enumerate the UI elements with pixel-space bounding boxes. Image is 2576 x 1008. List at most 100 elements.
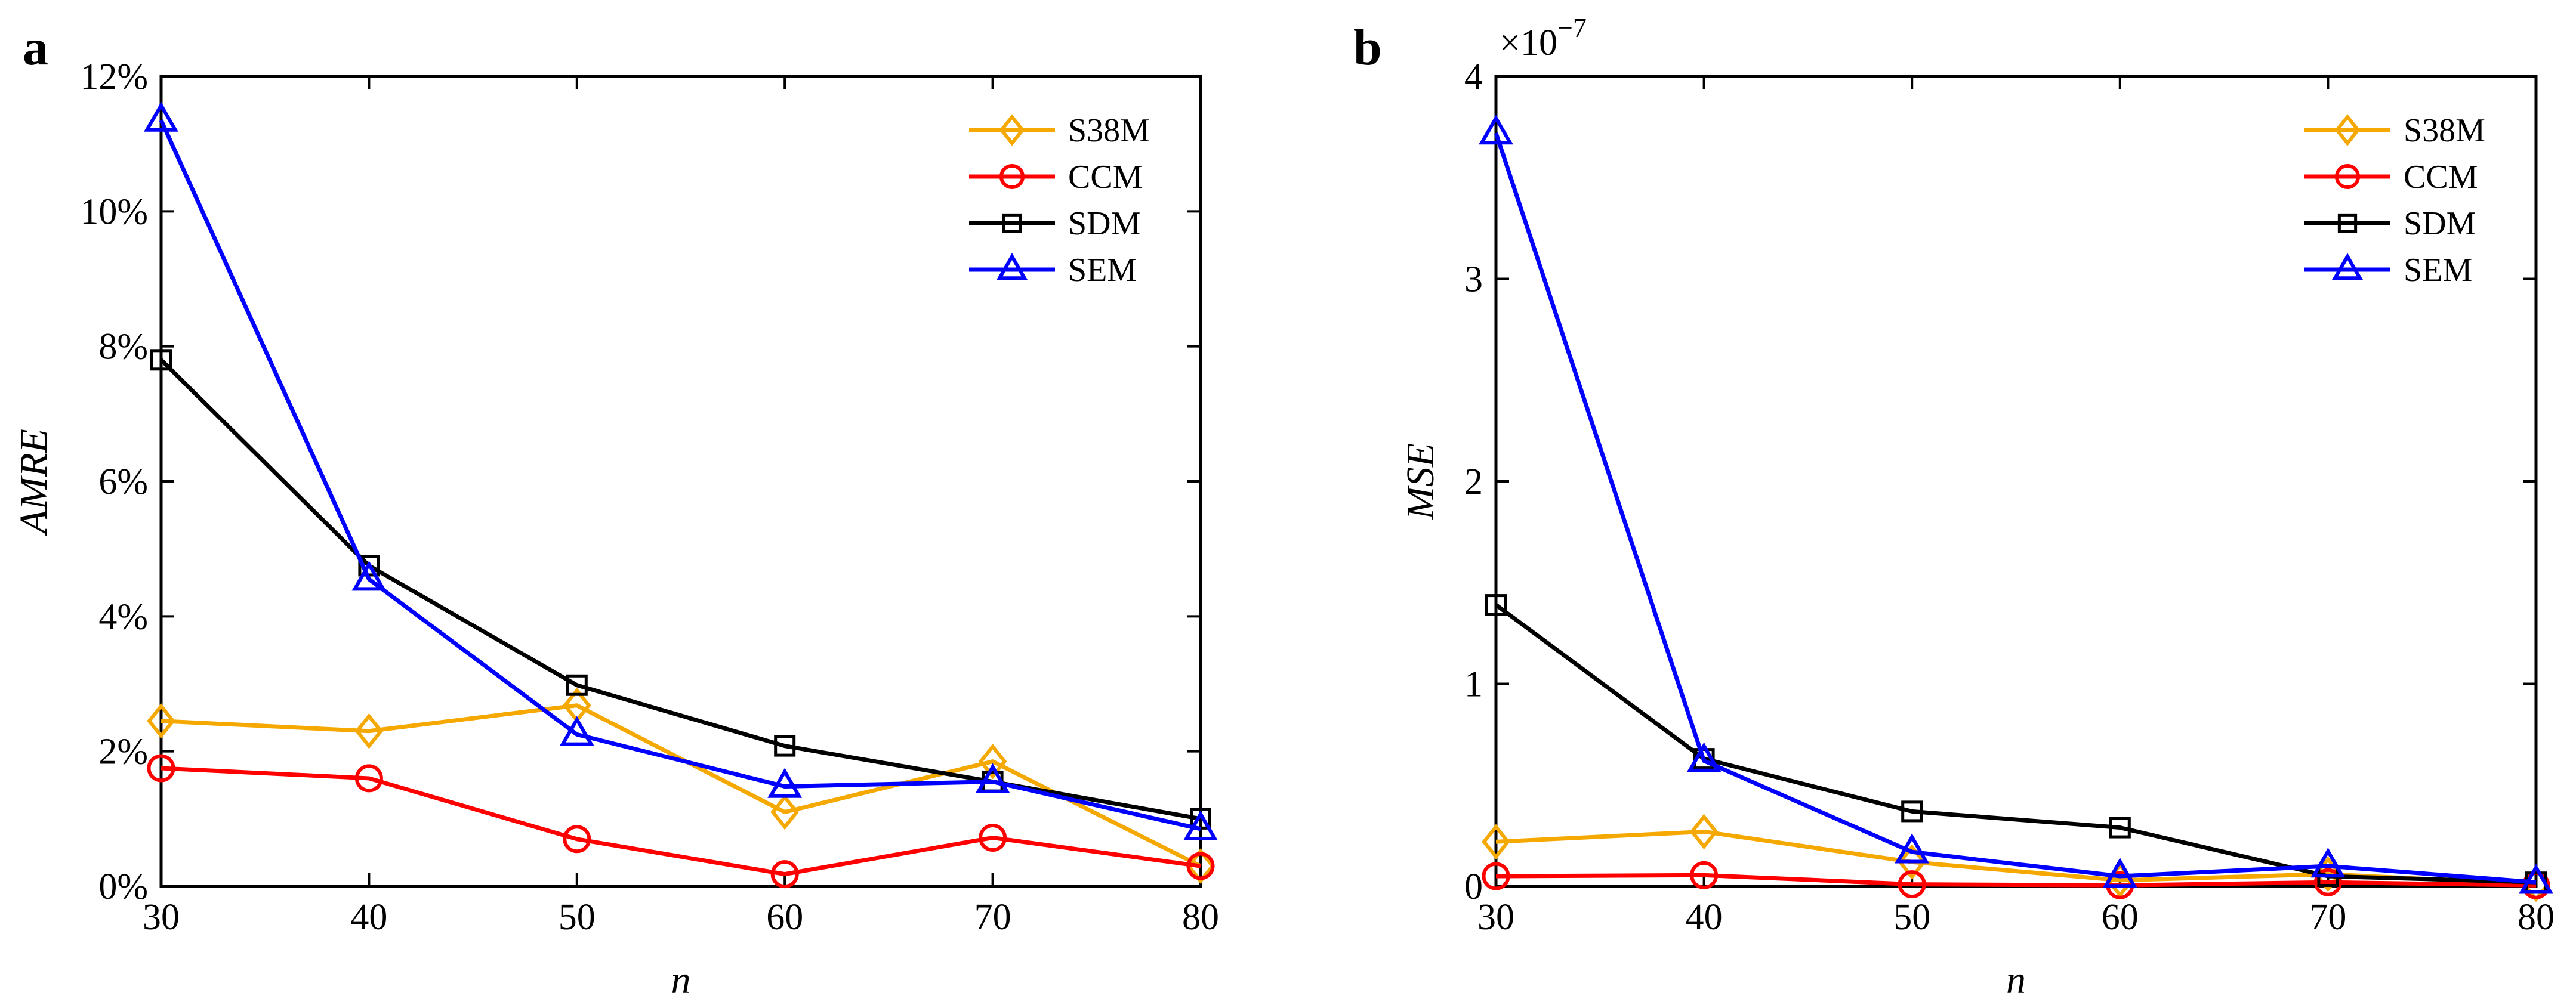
- y-tick-label: 6%: [98, 462, 148, 502]
- y-tick-label: 4%: [98, 596, 148, 637]
- data-point-s38m: [1186, 848, 1215, 884]
- x-tick-label: 70: [2309, 897, 2346, 938]
- legend-label-ccm: CCM: [2404, 159, 2478, 196]
- legend: S38M CCM SDM SEM: [969, 112, 1150, 289]
- x-tick-label: 50: [1893, 897, 1930, 938]
- y-exponent-base: ×10: [1500, 23, 1557, 63]
- data-point-ccm: [1898, 870, 1926, 899]
- data-point-ccm: [354, 764, 383, 793]
- chart-panel-a: 30 40 50 60 70 80 0% 2% 4% 6% 8% 10% 12% n AMRE a S38M CC…: [12, 18, 1219, 1002]
- data-point-s38m: [1482, 824, 1510, 860]
- x-tick-label: 40: [1686, 897, 1723, 938]
- y-tick-label: 0: [1464, 867, 1483, 907]
- data-point-sem: [975, 763, 1010, 793]
- axes-box: [1494, 75, 2538, 888]
- legend-marker-ccm: [999, 163, 1025, 190]
- data-point-sem: [1479, 115, 1513, 145]
- data-point-sdm: [1485, 594, 1507, 616]
- data-point-ccm: [1186, 852, 1215, 880]
- legend-label-sdm: SDM: [2404, 205, 2476, 242]
- series-sem: [144, 101, 1218, 841]
- legend-label-s38m: S38M: [2404, 112, 2485, 149]
- series-ccm: [1482, 861, 2550, 899]
- legend-label-ccm: CCM: [1068, 159, 1143, 196]
- series-line-sdm: [159, 358, 1201, 821]
- y-exponent-power: −7: [1557, 13, 1587, 43]
- data-point-sem: [351, 561, 387, 591]
- legend-marker-sdm: [2337, 213, 2358, 233]
- x-tick-label: 40: [350, 897, 387, 938]
- axes-box: [159, 75, 1202, 888]
- data-point-sem: [1686, 742, 1722, 772]
- y-axis-title: AMRE: [12, 429, 55, 536]
- legend-marker-sem: [996, 252, 1028, 280]
- data-point-sdm: [1901, 800, 1923, 823]
- x-tick-label: 30: [1477, 897, 1514, 938]
- x-tick-label: 60: [2102, 897, 2139, 938]
- data-point-ccm: [770, 860, 799, 889]
- y-tick-label: 8%: [98, 327, 148, 367]
- y-exponent-label: ×10−7: [1500, 13, 1587, 63]
- series-line-ccm: [1495, 873, 2537, 888]
- data-point-sem: [144, 101, 178, 132]
- chart-panel-b: 30 40 50 60 70 80 0 1 2 3 4 n MSE b ×10−7 S38M CCM SDM SEM: [1353, 13, 2555, 1002]
- legend-label-sdm: SDM: [1068, 205, 1140, 242]
- data-point-sem: [2310, 848, 2346, 878]
- x-axis-title: n: [2006, 958, 2026, 1002]
- data-point-s38m: [770, 794, 800, 830]
- panel-label: b: [1353, 18, 1382, 76]
- legend-marker-sem: [2331, 252, 2364, 280]
- series-line-sdm: [1494, 603, 2537, 885]
- data-point-ccm: [2313, 868, 2342, 896]
- data-point-sem: [2519, 864, 2553, 894]
- data-point-sdm: [566, 674, 588, 696]
- x-axis-title: n: [671, 958, 691, 1002]
- y-tick-label: 2%: [98, 732, 148, 772]
- data-point-sdm: [2109, 817, 2131, 839]
- data-point-ccm: [1690, 861, 1719, 889]
- data-point-ccm: [979, 824, 1007, 852]
- data-point-s38m: [147, 703, 175, 739]
- x-tick-label: 60: [766, 897, 803, 938]
- series-s38m: [147, 687, 1215, 884]
- legend-label-sem: SEM: [2404, 252, 2472, 289]
- y-axis-title: MSE: [1399, 443, 1442, 520]
- data-point-s38m: [1898, 844, 1927, 880]
- legend-marker-s38m: [999, 114, 1025, 146]
- legend-label-s38m: S38M: [1068, 112, 1150, 149]
- data-point-sem: [1183, 810, 1218, 841]
- legend-marker-ccm: [2334, 163, 2361, 190]
- panel-label: a: [23, 18, 48, 76]
- data-point-sdm: [150, 349, 172, 371]
- series-line-sem: [1494, 132, 2537, 885]
- legend-label-sem: SEM: [1068, 252, 1137, 289]
- data-point-s38m: [354, 713, 384, 749]
- y-tick-label: 0%: [98, 867, 148, 907]
- x-tick-label: 80: [1182, 897, 1219, 938]
- series-line-sem: [159, 119, 1201, 831]
- series-line-s38m: [161, 703, 1202, 868]
- y-tick-label: 3: [1464, 259, 1483, 300]
- series-sem: [1479, 115, 2553, 894]
- legend-marker-sdm: [1002, 213, 1022, 233]
- series-ccm: [147, 754, 1215, 889]
- x-tick-label: 80: [2518, 897, 2555, 938]
- x-tick-label: 50: [559, 897, 596, 938]
- data-point-ccm: [1482, 862, 1510, 890]
- y-tick-label: 1: [1464, 664, 1483, 705]
- data-point-ccm: [147, 754, 175, 783]
- y-tick-label: 4: [1464, 57, 1483, 97]
- data-point-s38m: [1689, 814, 1719, 850]
- y-tick-label: 2: [1464, 462, 1483, 502]
- data-point-s38m: [978, 743, 1007, 780]
- x-tick-label: 30: [143, 897, 180, 938]
- y-tick-label: 10%: [80, 191, 148, 232]
- legend: S38M CCM SDM SEM: [2304, 112, 2485, 289]
- legend-marker-s38m: [2334, 114, 2361, 146]
- y-tick-label: 12%: [80, 57, 148, 97]
- data-point-sem: [559, 716, 594, 746]
- series-line-ccm: [161, 766, 1201, 877]
- data-point-sem: [1895, 833, 1930, 864]
- data-point-sem: [767, 768, 803, 798]
